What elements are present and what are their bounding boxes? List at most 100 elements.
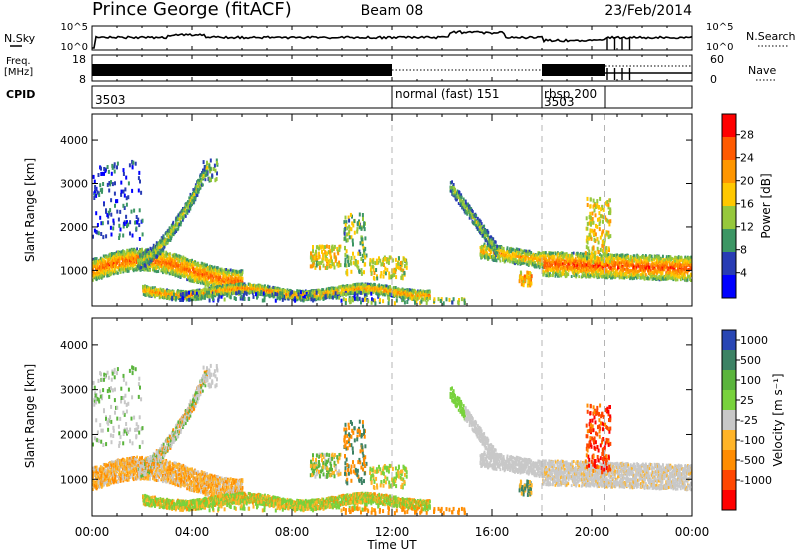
- echo-cell: [521, 249, 524, 253]
- echo-cell: [100, 265, 103, 269]
- echo-cell: [666, 268, 669, 272]
- echo-cell: [587, 253, 590, 257]
- echo-cell: [535, 265, 538, 269]
- echo-cell: [617, 266, 619, 270]
- echo-cell: [517, 255, 520, 259]
- echo-cell: [188, 209, 191, 213]
- echo-cell: [559, 262, 562, 266]
- echo-cell: [661, 271, 664, 275]
- echo-cell: [193, 280, 196, 284]
- echo-cell: [175, 216, 178, 220]
- echo-cell: [632, 256, 634, 259]
- echo-cell: [170, 237, 173, 241]
- echo-cell: [654, 264, 657, 268]
- echo-cell: [496, 251, 499, 255]
- echo-cell: [514, 260, 517, 264]
- echo-cell: [574, 269, 577, 273]
- echo-cell: [124, 269, 127, 273]
- echo-cell: [510, 250, 513, 254]
- echo-cell: [136, 247, 138, 251]
- echo-cell: [638, 257, 641, 261]
- echo-cell: [187, 269, 190, 273]
- echo-cell: [686, 271, 689, 275]
- echo-cell: [157, 264, 159, 268]
- echo-cell: [473, 222, 476, 226]
- echo-cell: [107, 260, 110, 264]
- echo-cell: [139, 249, 142, 253]
- echo-cell: [173, 252, 176, 256]
- echo-cell: [189, 276, 191, 280]
- echo-cell: [232, 269, 235, 273]
- echo-cell: [652, 262, 655, 266]
- cpid-strip: 3503 normal (fast) 151 rbsp 200 3503: [91, 85, 693, 109]
- echo-cell: [154, 248, 156, 252]
- echo-cell: [514, 262, 516, 266]
- cpid-segment-normal-fast: normal (fast) 151: [395, 87, 499, 101]
- nave-label: Nave: [748, 64, 776, 77]
- echo-cell: [199, 281, 202, 285]
- echo-cell: [574, 260, 577, 264]
- echo-cell: [455, 191, 458, 195]
- echo-cell: [502, 246, 505, 250]
- echo-cell: [669, 266, 672, 270]
- echo-cell: [567, 260, 570, 263]
- echo-cell: [601, 268, 604, 272]
- echo-cell: [572, 262, 575, 266]
- echo-cell: [641, 269, 643, 272]
- echo-cell: [526, 261, 528, 265]
- echo-cell: [509, 259, 512, 263]
- echo-cell: [549, 254, 552, 258]
- echo-cell: [150, 248, 153, 252]
- echo-cell: [480, 226, 483, 229]
- echo-cell: [571, 253, 574, 257]
- echo-cell: [169, 227, 171, 231]
- echo-cell: [587, 268, 590, 272]
- echo-cell: [109, 270, 112, 273]
- echo-cell: [154, 261, 157, 265]
- echo-cell: [580, 254, 583, 258]
- echo-cell: [177, 264, 180, 268]
- echo-cell: [207, 266, 209, 269]
- echo-cell: [495, 259, 498, 263]
- echo-cell: [622, 254, 625, 258]
- echo-cell: [557, 272, 560, 276]
- echo-cell: [645, 264, 648, 268]
- echo-cell: [552, 274, 554, 278]
- echo-cell: [220, 267, 223, 271]
- echo-cell: [94, 261, 97, 265]
- echo-cell: [641, 263, 644, 267]
- echo-cell: [187, 265, 190, 269]
- echo-cell: [570, 254, 573, 258]
- echo-cell: [241, 276, 244, 280]
- echo-cell: [95, 267, 98, 271]
- echo-cell: [182, 271, 185, 275]
- echo-cell: [650, 254, 653, 258]
- echo-cell: [560, 251, 563, 255]
- echo-cell: [639, 262, 641, 266]
- echo-cell: [122, 268, 125, 272]
- echo-cell: [476, 220, 478, 224]
- echo-cell: [594, 268, 596, 272]
- echo-cell: [569, 262, 572, 266]
- echo-cell: [513, 257, 516, 261]
- echo-cell: [637, 273, 640, 277]
- echo-cell: [457, 195, 460, 199]
- echo-cell: [612, 260, 614, 264]
- echo-cell: [642, 265, 644, 268]
- echo-cell: [154, 244, 157, 248]
- echo-cell: [165, 271, 168, 275]
- echo-cell: [678, 272, 681, 276]
- echo-cell: [464, 207, 466, 211]
- echo-cell: [486, 247, 489, 251]
- echo-cell: [559, 270, 561, 274]
- echo-cell: [640, 275, 643, 279]
- echo-cell: [482, 249, 485, 253]
- echo-cell: [562, 269, 565, 273]
- echo-cell: [167, 268, 170, 272]
- echo-cell: [181, 259, 184, 262]
- echo-cell: [200, 180, 203, 184]
- echo-cell: [647, 277, 650, 281]
- echo-cell: [197, 263, 200, 267]
- echo-cell: [144, 251, 147, 255]
